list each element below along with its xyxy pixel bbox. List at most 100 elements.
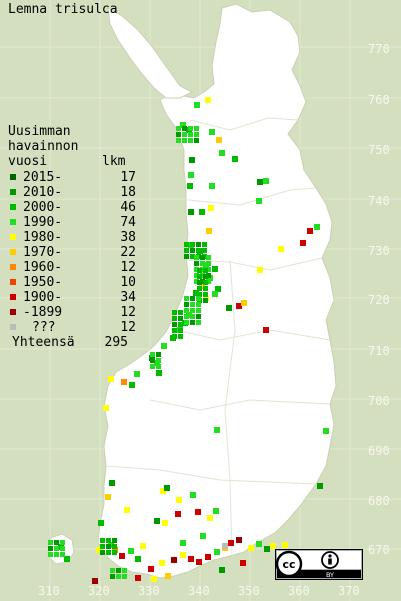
northwest-arm — [107, 7, 194, 99]
svg-text:cc: cc — [282, 558, 295, 571]
x-tick-label: 320 — [88, 584, 110, 598]
observation-square — [172, 334, 177, 339]
observation-square — [206, 261, 211, 266]
observation-square — [178, 334, 183, 339]
observation-square — [196, 242, 201, 247]
legend-swatch — [10, 279, 16, 285]
legend-swatch — [10, 324, 16, 330]
legend-swatch — [10, 264, 16, 270]
observation-square — [194, 255, 199, 260]
cc-license-badge[interactable]: cc BY — [275, 549, 363, 580]
observation-square — [184, 308, 189, 313]
legend-label: ??? — [32, 320, 56, 335]
legend-count: 34 — [120, 290, 136, 305]
observation-square — [205, 554, 211, 560]
observation-square — [172, 316, 177, 321]
observation-square — [212, 266, 218, 272]
observation-square — [164, 485, 170, 491]
legend-total-count: 295 — [104, 335, 128, 350]
observation-square — [300, 240, 306, 246]
observation-square — [190, 302, 195, 307]
observation-square — [60, 540, 65, 545]
observation-square — [184, 320, 189, 325]
observation-square — [203, 268, 208, 273]
observation-square — [188, 209, 194, 215]
observation-square — [206, 228, 212, 234]
observation-square — [207, 515, 213, 521]
observation-square — [209, 183, 215, 189]
observation-square — [178, 310, 183, 315]
y-tick-label: 770 — [368, 42, 390, 56]
legend-label: 1960- — [23, 260, 63, 275]
legend-label: -1899 — [23, 305, 63, 320]
observation-square — [205, 97, 211, 103]
observation-square — [96, 547, 102, 553]
observation-square — [187, 183, 193, 189]
observation-square — [197, 274, 202, 279]
observation-square — [112, 550, 117, 555]
observation-square — [323, 428, 329, 434]
observation-square — [180, 122, 186, 128]
observation-square — [176, 126, 181, 131]
legend-swatch — [10, 309, 16, 315]
legend-count: 22 — [120, 245, 136, 260]
observation-square — [190, 492, 196, 498]
observation-square — [256, 541, 262, 547]
y-tick-label: 730 — [368, 244, 390, 258]
observation-square — [200, 255, 205, 260]
attribution-icon — [321, 551, 339, 569]
observation-square — [124, 507, 130, 513]
observation-square — [100, 538, 105, 543]
observation-square — [197, 280, 202, 285]
observation-square — [200, 273, 205, 278]
observation-square — [161, 343, 167, 349]
region-borders — [105, 117, 331, 557]
observation-square — [135, 575, 141, 581]
observation-square — [178, 316, 183, 321]
observation-square — [240, 560, 246, 566]
observation-square — [190, 320, 195, 325]
legend-label: 1980- — [23, 230, 63, 245]
observation-square — [264, 546, 270, 552]
observation-square — [190, 242, 195, 247]
legend-swatch — [10, 189, 16, 195]
y-tick-label: 720 — [368, 293, 390, 307]
observation-square — [135, 556, 141, 562]
observation-square — [140, 543, 146, 549]
observation-square — [202, 242, 207, 247]
legend-total-label: Yhteensä — [12, 335, 75, 350]
observation-square — [194, 273, 199, 278]
observation-square — [151, 576, 157, 582]
legend-count: 10 — [120, 275, 136, 290]
y-tick-label: 700 — [368, 394, 390, 408]
legend-swatch — [10, 204, 16, 210]
observation-square — [109, 480, 115, 486]
observation-square — [190, 308, 195, 313]
legend-count: 12 — [120, 320, 136, 335]
observation-square — [190, 296, 195, 301]
observation-square — [194, 102, 200, 108]
observation-square — [129, 382, 135, 388]
observation-square — [257, 267, 263, 273]
observation-square — [197, 268, 202, 273]
observation-square — [188, 126, 193, 131]
observation-square — [202, 248, 207, 253]
observation-square — [184, 248, 189, 253]
observation-square — [172, 328, 177, 333]
observation-square — [134, 371, 140, 377]
observation-square — [156, 370, 162, 376]
observation-square — [194, 138, 199, 143]
observation-square — [92, 578, 98, 584]
legend-count: 12 — [120, 305, 136, 320]
observation-square — [219, 567, 225, 573]
observation-square — [203, 280, 208, 285]
observation-square — [116, 574, 121, 579]
observation-squares — [48, 97, 329, 584]
legend-count: 17 — [120, 170, 136, 185]
legend-count: 74 — [120, 215, 136, 230]
observation-square — [206, 279, 211, 284]
observation-square — [116, 568, 121, 573]
y-tick-label: 680 — [368, 494, 390, 508]
